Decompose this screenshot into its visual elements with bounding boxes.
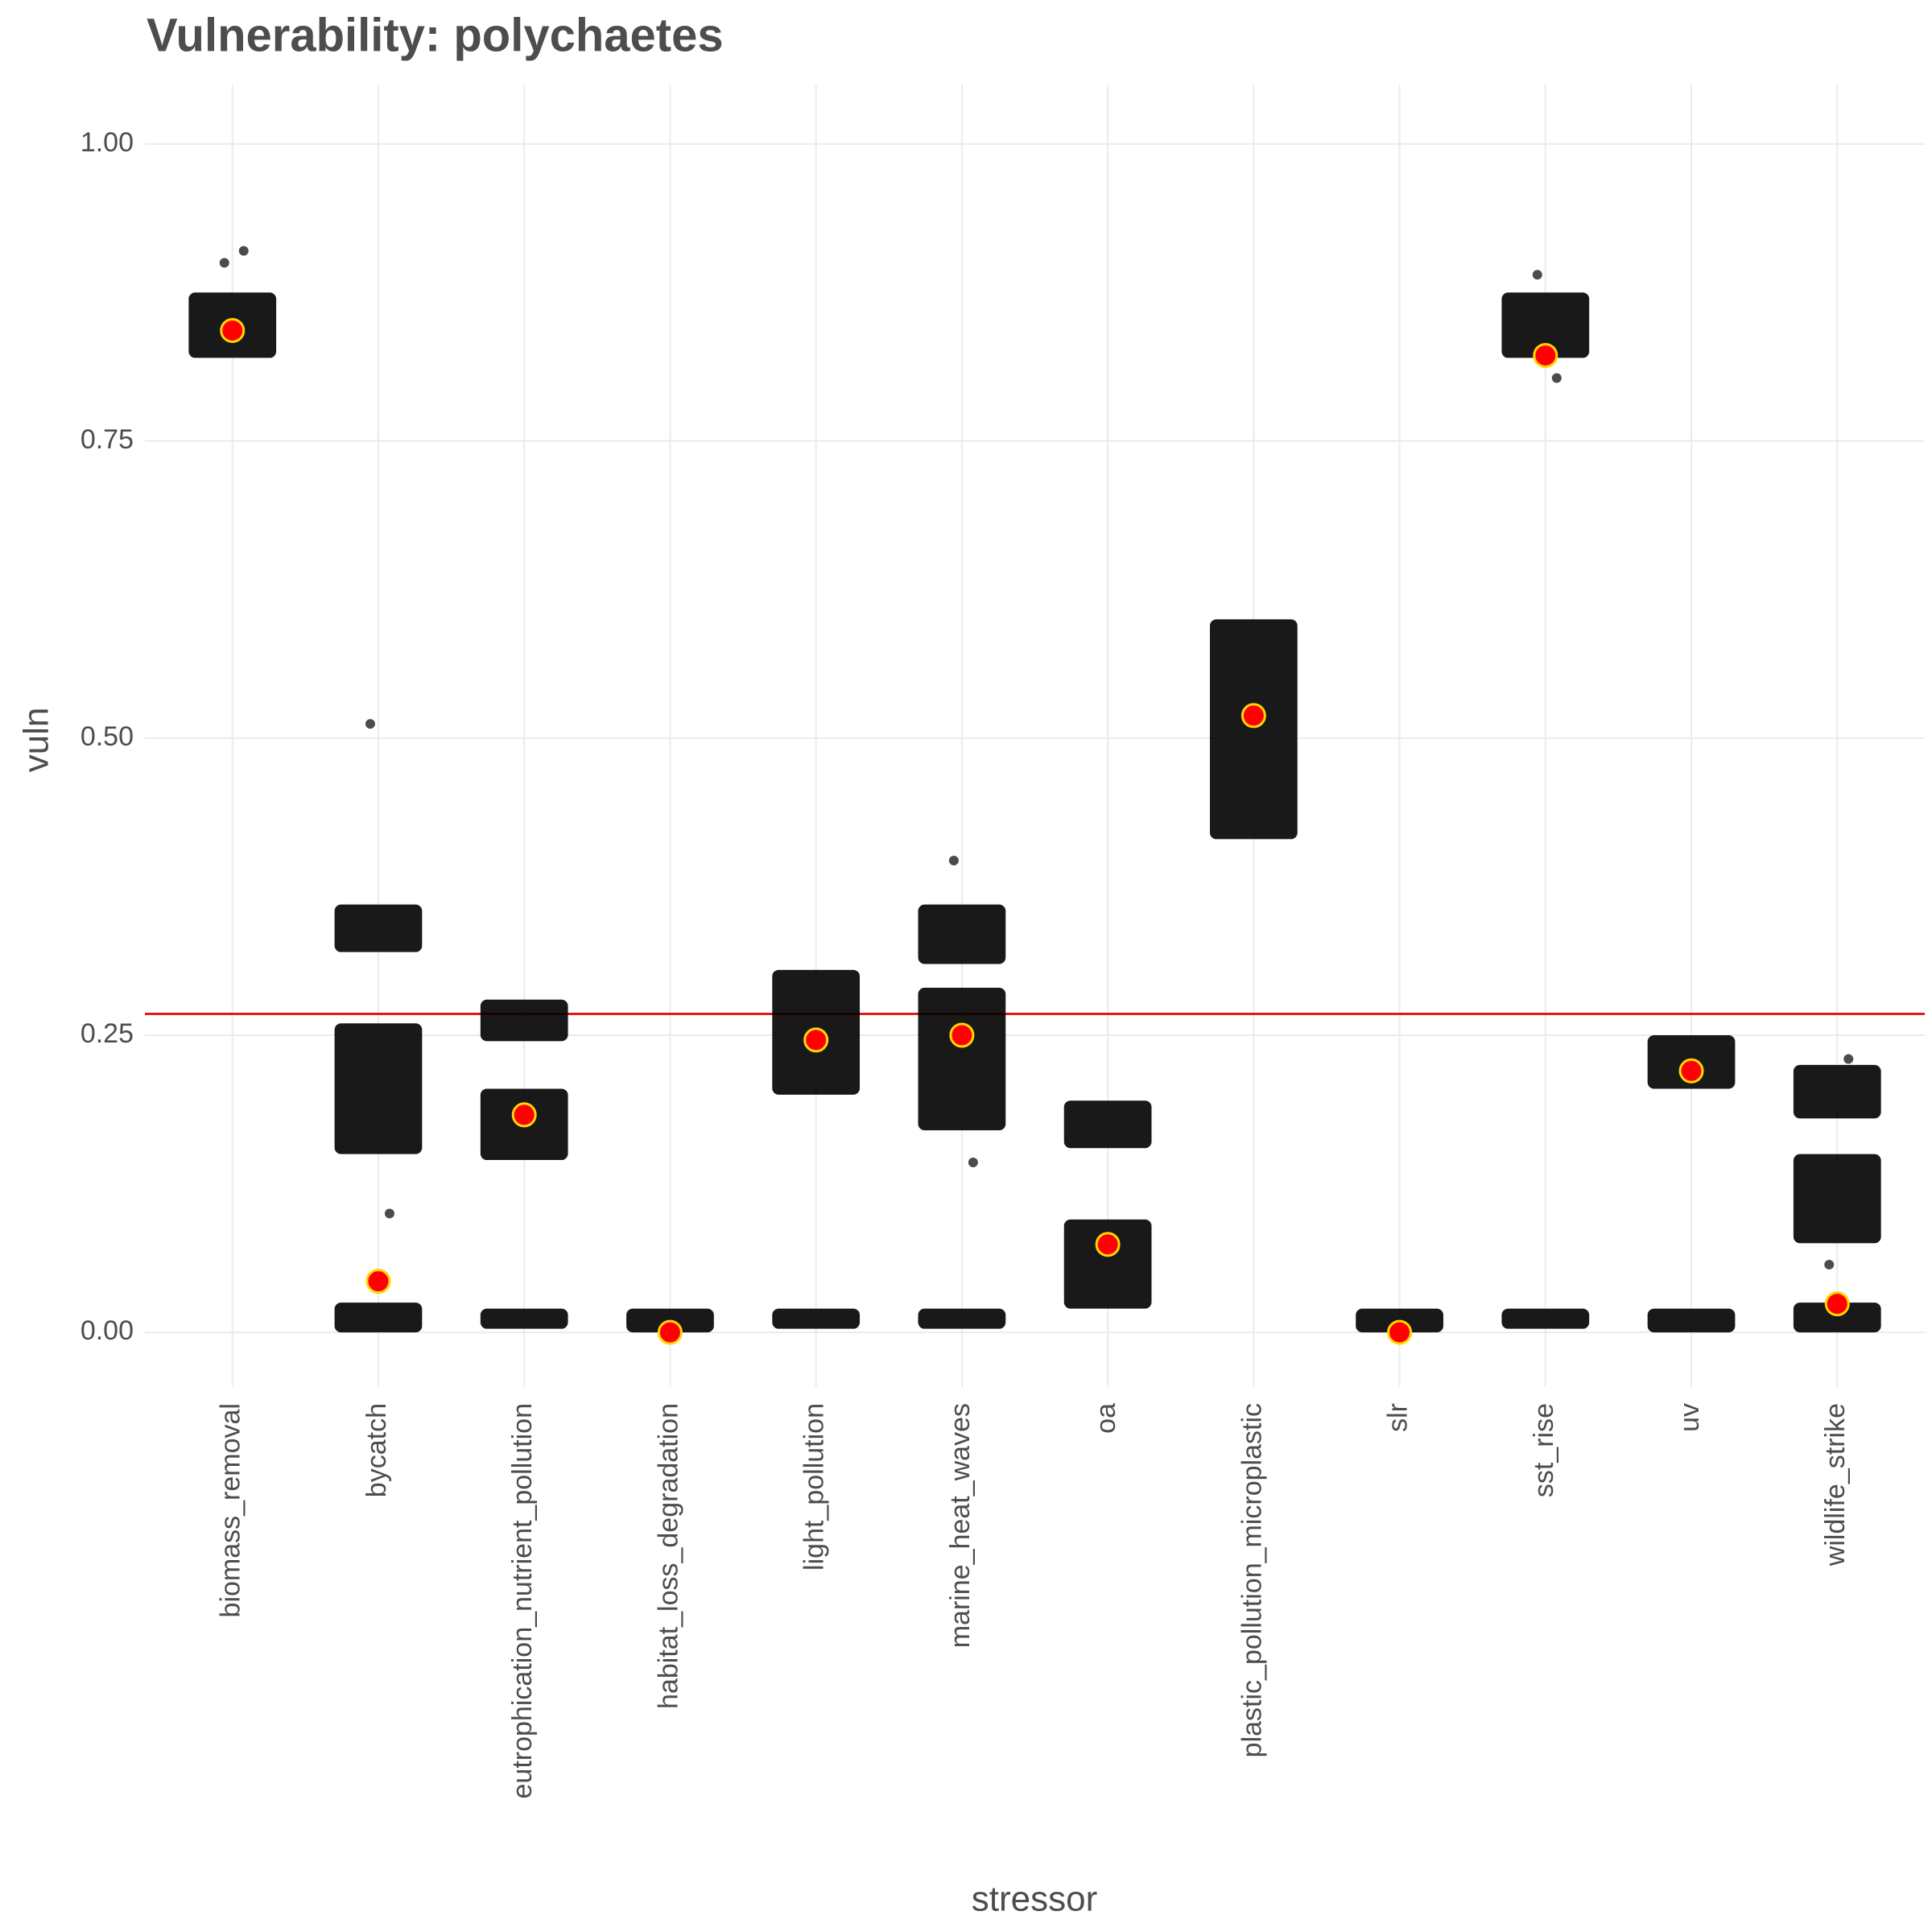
outlier-point xyxy=(968,1157,978,1167)
x-tick-label: sst_rise xyxy=(1529,1403,1559,1497)
point-cluster xyxy=(918,987,1006,1131)
point-cluster xyxy=(918,1308,1006,1329)
x-axis-title: stressor xyxy=(972,1880,1097,1919)
point-cluster xyxy=(1501,292,1590,358)
x-tick-label: biomass_removal xyxy=(216,1403,246,1617)
x-tick-label: bycatch xyxy=(361,1403,392,1497)
mean-point xyxy=(1387,1319,1413,1345)
outlier-point xyxy=(365,719,375,729)
y-tick-label: 1.00 xyxy=(80,127,134,158)
mean-point xyxy=(803,1027,829,1053)
outlier-point xyxy=(384,1208,394,1219)
mean-point xyxy=(1533,343,1558,369)
point-cluster xyxy=(1793,1064,1881,1119)
mean-point xyxy=(220,318,246,344)
mean-point xyxy=(949,1022,975,1048)
outlier-point xyxy=(1824,1259,1835,1269)
mean-point xyxy=(365,1269,391,1294)
point-cluster xyxy=(1647,1308,1736,1333)
outlier-point xyxy=(1551,373,1562,383)
point-cluster xyxy=(334,1302,423,1333)
x-tick-label: wildlife_strike xyxy=(1820,1403,1851,1567)
x-tick-label: oa xyxy=(1091,1403,1121,1434)
mean-point xyxy=(1678,1058,1704,1084)
x-tick-label: marine_heat_waves xyxy=(945,1403,976,1648)
y-tick-label: 0.25 xyxy=(80,1018,134,1049)
point-cluster xyxy=(1063,1100,1152,1149)
y-tick-label: 0.75 xyxy=(80,424,134,455)
point-cluster xyxy=(772,1308,861,1329)
outlier-point xyxy=(948,856,959,866)
y-tick-label: 0.00 xyxy=(80,1315,134,1346)
point-cluster xyxy=(334,904,423,952)
point-cluster xyxy=(480,1308,568,1329)
mean-point xyxy=(1241,703,1266,729)
mean-point xyxy=(657,1319,683,1345)
outlier-point xyxy=(1843,1054,1854,1064)
point-cluster xyxy=(1793,1302,1881,1333)
point-cluster xyxy=(1501,1308,1590,1329)
chart-title: Vulnerability: polychaetes xyxy=(147,9,724,61)
x-tick-label: light_pollution xyxy=(799,1403,830,1571)
point-cluster xyxy=(1209,619,1298,840)
outlier-point xyxy=(238,246,249,256)
y-tick-label: 0.50 xyxy=(80,721,134,752)
point-cluster xyxy=(1793,1154,1881,1244)
outlier-point xyxy=(219,258,229,268)
x-tick-label: uv xyxy=(1674,1403,1705,1432)
point-cluster xyxy=(334,1023,423,1154)
x-tick-label: eutrophication_nutrient_pollution xyxy=(507,1403,538,1798)
x-tick-label: plastic_pollution_microplastic xyxy=(1236,1403,1267,1757)
mean-point xyxy=(511,1102,537,1128)
x-tick-label: habitat_loss_degradation xyxy=(653,1403,683,1709)
y-axis-title: vuln xyxy=(17,708,56,773)
point-cluster xyxy=(1063,1219,1152,1309)
outlier-point xyxy=(1532,270,1542,280)
point-cluster xyxy=(918,904,1006,964)
mean-point xyxy=(1824,1291,1850,1317)
mean-point xyxy=(1095,1232,1121,1257)
point-cluster xyxy=(480,999,568,1042)
x-tick-label: slr xyxy=(1383,1403,1414,1432)
